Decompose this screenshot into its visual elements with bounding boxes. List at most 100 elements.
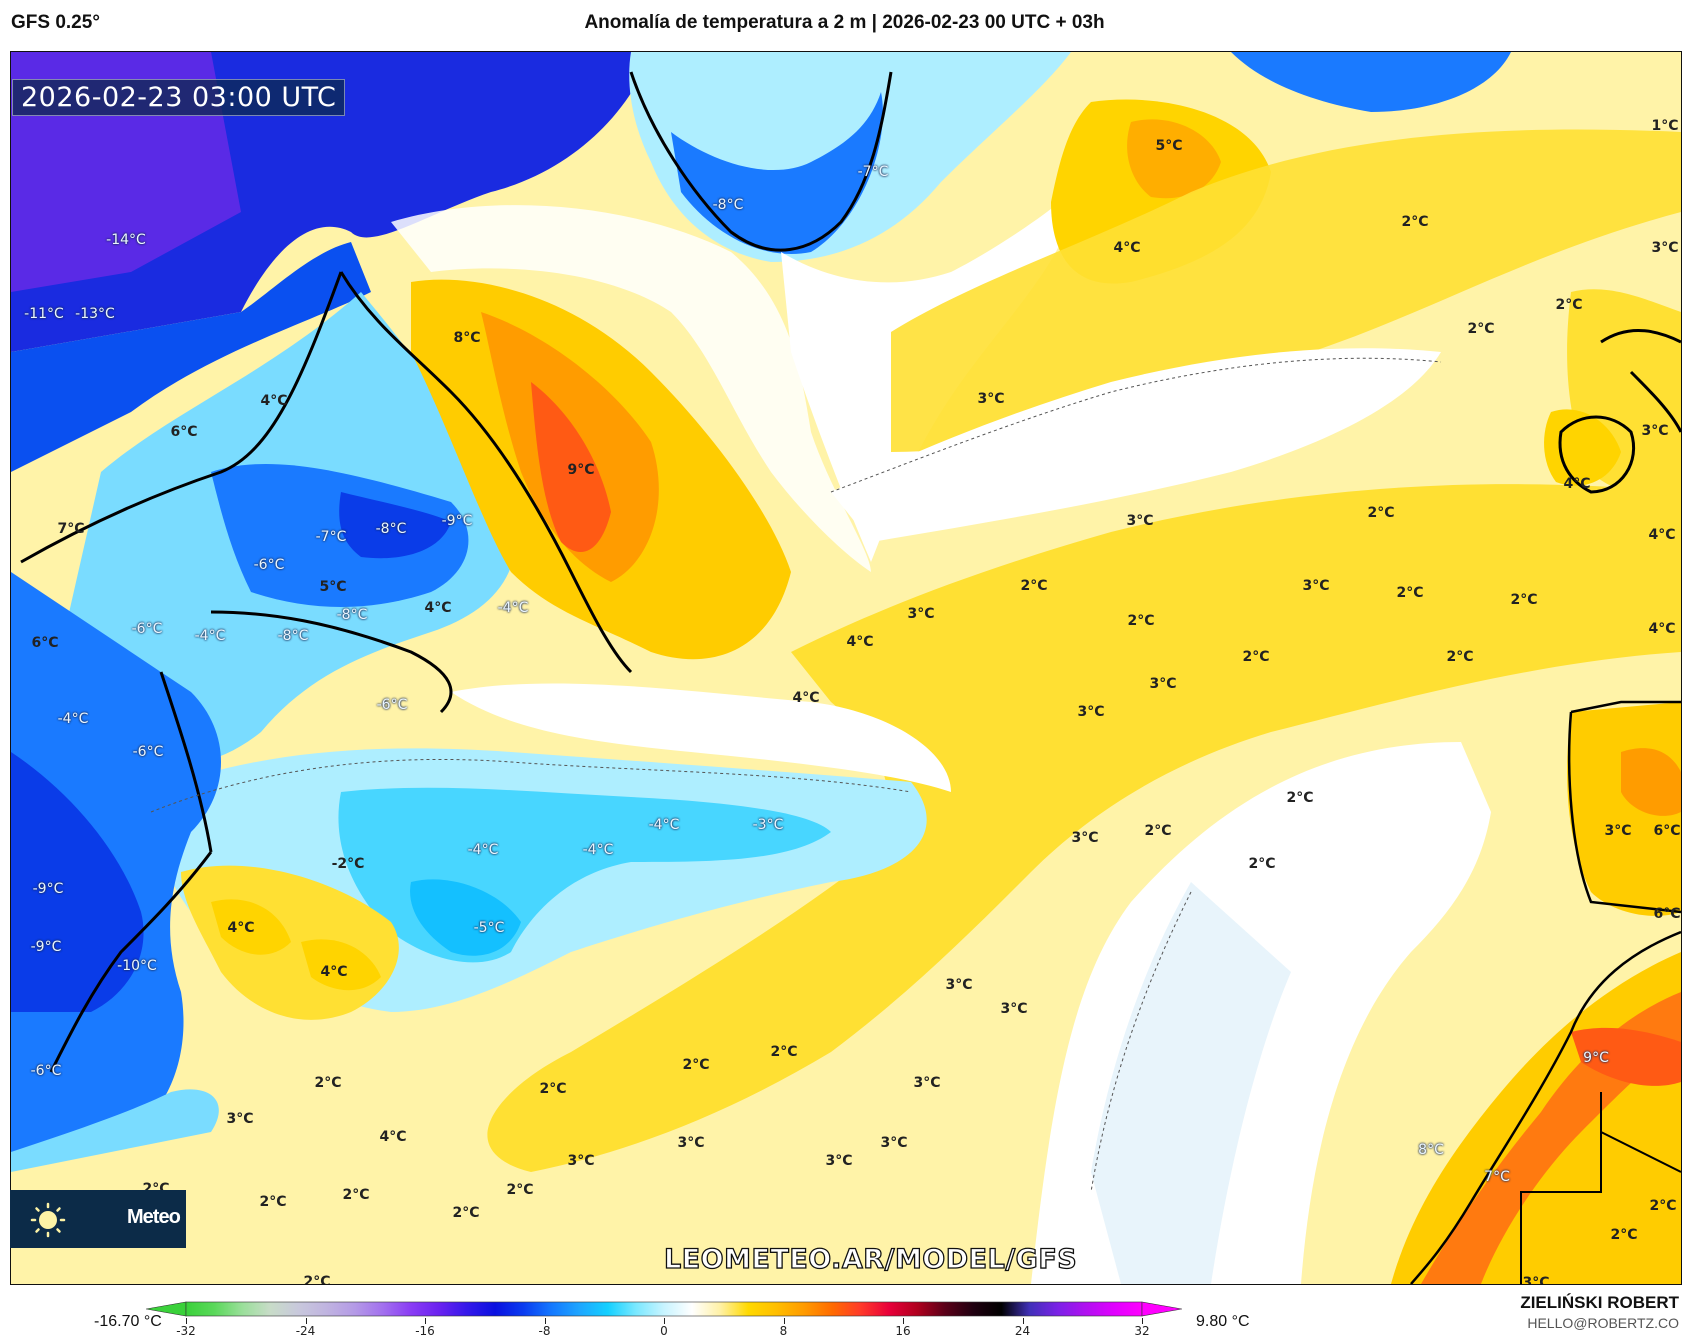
temperature-label: 2°C bbox=[314, 1075, 342, 1091]
temperature-label: 3°C bbox=[825, 1153, 853, 1169]
temperature-label: 2°C bbox=[1242, 649, 1270, 665]
temperature-label: 2°C bbox=[1248, 856, 1276, 872]
temperature-label: 2°C bbox=[452, 1205, 480, 1221]
temperature-label: 2°C bbox=[1127, 613, 1155, 629]
temperature-label: 3°C bbox=[945, 977, 973, 993]
temperature-label: -7°C bbox=[857, 164, 889, 180]
sun-icon bbox=[30, 1202, 66, 1238]
temperature-label: 4°C bbox=[1648, 527, 1676, 543]
temperature-label: 2°C bbox=[1610, 1227, 1638, 1243]
temperature-label: 4°C bbox=[379, 1129, 407, 1145]
temperature-label: -14°C bbox=[106, 232, 146, 248]
temperature-label: 3°C bbox=[880, 1135, 908, 1151]
temperature-label: 4°C bbox=[260, 393, 288, 409]
temperature-label: 3°C bbox=[1149, 676, 1177, 692]
temperature-anomaly-map: -14°C -11°C -13°C 8°C 4°C 6°C 9°C 7°C -9°C -8°C -7… bbox=[10, 51, 1682, 1285]
temperature-label: -2°C bbox=[331, 856, 365, 872]
temperature-label: 5°C bbox=[1155, 138, 1183, 154]
temperature-label: 3°C bbox=[1302, 578, 1330, 594]
temperature-label: 3°C bbox=[913, 1075, 941, 1091]
valid-time-badge: 2026-02-23 03:00 UTC bbox=[12, 79, 346, 116]
colorbar-tick-label: 32 bbox=[1134, 1324, 1150, 1338]
temperature-label: 3°C bbox=[1641, 423, 1669, 439]
temperature-label: 2°C bbox=[303, 1274, 331, 1285]
temperature-label: -11°C bbox=[24, 306, 64, 322]
temperature-label: 2°C bbox=[1367, 505, 1395, 521]
temperature-label: 8°C bbox=[1418, 1142, 1444, 1158]
colorbar-tick bbox=[425, 1318, 426, 1324]
temperature-label: -13°C bbox=[75, 306, 115, 322]
temperature-label: 2°C bbox=[682, 1057, 710, 1073]
temperature-label: 1°C bbox=[1651, 118, 1679, 134]
temperature-label: 6°C bbox=[1653, 823, 1681, 839]
temperature-label: 2°C bbox=[1649, 1198, 1677, 1214]
temperature-label: -4°C bbox=[648, 817, 680, 833]
colorbar-tick-label: 8 bbox=[779, 1324, 788, 1338]
colorbar-tick-label: -32 bbox=[176, 1324, 196, 1338]
temperature-label: 2°C bbox=[1467, 321, 1495, 337]
temperature-label: -3°C bbox=[752, 817, 784, 833]
temperature-label: 3°C bbox=[677, 1135, 705, 1151]
temperature-label: -8°C bbox=[277, 628, 309, 644]
temperature-label: -4°C bbox=[467, 842, 499, 858]
colorbar-ticks: -32 -24 -16 -8 0 8 16 24 32 bbox=[0, 1318, 1689, 1339]
temperature-label: -6°C bbox=[30, 1063, 62, 1079]
temperature-label: 3°C bbox=[1126, 513, 1154, 529]
logo-text: Meteo bbox=[127, 1206, 181, 1228]
temperature-label: 2°C bbox=[259, 1194, 287, 1210]
colorbar-tick bbox=[664, 1318, 665, 1324]
model-name: GFS 0.25° bbox=[11, 12, 100, 33]
temperature-label: 5°C bbox=[319, 579, 347, 595]
colorbar-tick-label: 24 bbox=[1014, 1324, 1031, 1338]
temperature-label: 3°C bbox=[1604, 823, 1632, 839]
temperature-label: -4°C bbox=[497, 600, 529, 616]
temperature-label: 6°C bbox=[170, 424, 198, 440]
temperature-label: 3°C bbox=[907, 606, 935, 622]
colorbar-min-label: -16.70 °C bbox=[94, 1313, 162, 1330]
temperature-label: 2°C bbox=[1286, 790, 1314, 806]
colorbar-tick bbox=[186, 1318, 187, 1324]
temperature-label: -6°C bbox=[131, 621, 163, 637]
temperature-label: 4°C bbox=[1648, 621, 1676, 637]
temperature-label: -4°C bbox=[194, 628, 226, 644]
temperature-label: -10°C bbox=[117, 958, 157, 974]
temperature-label: 2°C bbox=[1396, 585, 1424, 601]
author-email[interactable]: HELLO@ROBERTZ.CO bbox=[1527, 1315, 1679, 1331]
source-watermark: LEOMETEO.AR/MODEL/GFS bbox=[663, 1243, 1078, 1275]
temperature-label: 3°C bbox=[977, 391, 1005, 407]
temperature-label: -9°C bbox=[32, 881, 64, 897]
colorbar-tick bbox=[1142, 1318, 1143, 1324]
temperature-label: 4°C bbox=[227, 920, 255, 936]
anomaly-field bbox=[11, 52, 1681, 1284]
temperature-label: -5°C bbox=[473, 920, 505, 936]
temperature-label: 3°C bbox=[1077, 704, 1105, 720]
temperature-label: 4°C bbox=[320, 964, 348, 980]
meteo-logo[interactable]: Meteo bbox=[10, 1190, 186, 1248]
temperature-label: 4°C bbox=[1113, 240, 1141, 256]
temperature-label: 7°C bbox=[1484, 1169, 1510, 1185]
temperature-label: 2°C bbox=[506, 1182, 534, 1198]
colorbar-tick bbox=[783, 1318, 785, 1324]
temperature-label: 2°C bbox=[1510, 592, 1538, 608]
colorbar-tick bbox=[1022, 1318, 1024, 1324]
colorbar-tick bbox=[544, 1318, 546, 1324]
temperature-label: 7°C bbox=[57, 521, 85, 537]
temperature-label: 3°C bbox=[226, 1111, 254, 1127]
colorbar-tick bbox=[903, 1318, 904, 1324]
colorbar bbox=[146, 1301, 1182, 1317]
temperature-label: 8°C bbox=[453, 330, 481, 346]
temperature-label: 4°C bbox=[792, 690, 820, 706]
colorbar-tick-label: -24 bbox=[295, 1324, 316, 1338]
temperature-label: 4°C bbox=[1563, 476, 1591, 492]
temperature-label: 2°C bbox=[539, 1081, 567, 1097]
chart-title: Anomalía de temperatura a 2 m | 2026-02-… bbox=[584, 12, 1105, 33]
temperature-label: 2°C bbox=[1401, 214, 1429, 230]
colorbar-tick bbox=[305, 1318, 307, 1324]
colorbar-tick-label: 16 bbox=[895, 1324, 911, 1338]
temperature-label: 6°C bbox=[31, 635, 59, 651]
temperature-label: -4°C bbox=[57, 711, 89, 727]
temperature-label: 3°C bbox=[1651, 240, 1679, 256]
temperature-label: 3°C bbox=[567, 1153, 595, 1169]
temperature-label: -8°C bbox=[712, 197, 744, 213]
temperature-label: 2°C bbox=[1020, 578, 1048, 594]
